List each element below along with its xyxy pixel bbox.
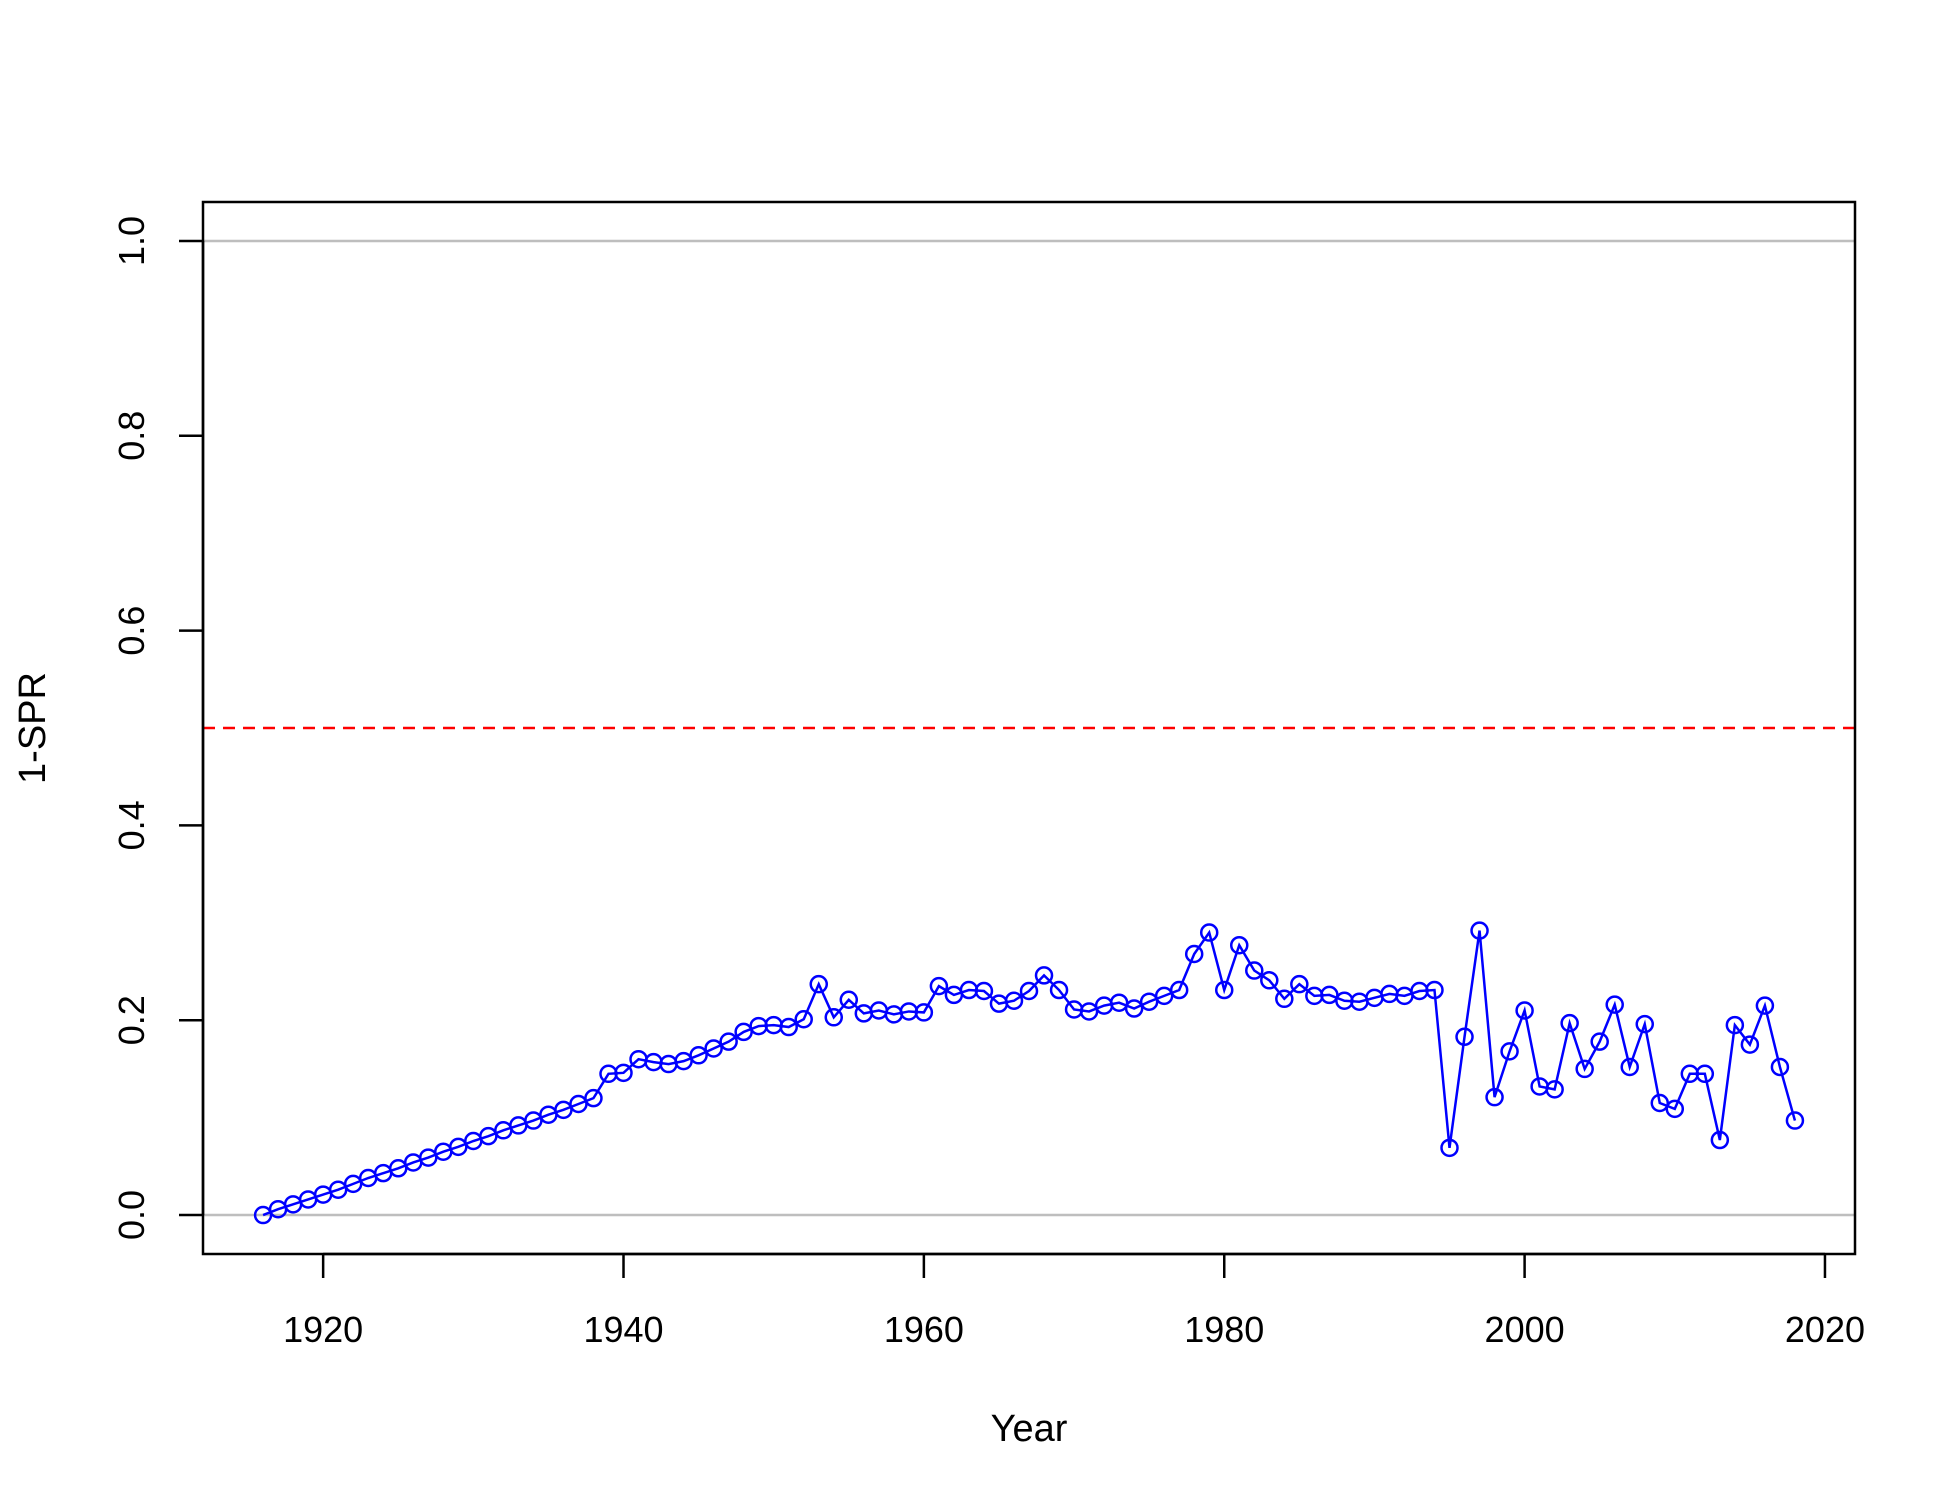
data-point-1946 [704,1039,723,1058]
data-point-2006 [1605,995,1624,1014]
x-axis-title: Year [991,1408,1068,1450]
x-tick-label-1940: 1940 [583,1309,663,1350]
y-tick-label-0: 0.0 [111,1190,152,1240]
data-point-1974 [1124,999,1144,1018]
y-axis: 0.0 0.2 0.4 0.6 0.8 1.0 [111,216,205,1240]
data-point-2002 [1545,1080,1564,1099]
data-point-1945 [689,1046,708,1065]
data-point-2010 [1665,1099,1685,1119]
data-point-1964 [974,981,994,1001]
data-point-1985 [1290,974,1309,994]
y-tick-label-2: 0.4 [111,800,152,850]
data-point-1952 [794,1010,813,1029]
data-point-1969 [1049,980,1069,1000]
x-tick-label-1980: 1980 [1184,1309,1264,1350]
data-point-2017 [1770,1057,1790,1077]
data-point-1967 [1019,981,1039,1001]
data-point-1978 [1184,944,1204,964]
data-point-1981 [1230,935,1249,955]
data-series [253,921,1805,1225]
x-tick-label-2020: 2020 [1785,1309,1865,1350]
reference-lines [203,239,1855,1217]
y-axis-title: 1-SPR [12,672,54,784]
data-point-1947 [719,1032,738,1051]
data-point-1955 [839,990,859,1010]
series-line-0 [262,929,1797,1217]
data-point-2016 [1755,996,1775,1015]
x-axis: 1920 1940 1960 1980 2000 2020 [283,1252,1865,1350]
data-point-1997 [1470,921,1489,940]
data-point-1996 [1455,1027,1474,1047]
data-point-2018 [1785,1111,1805,1130]
data-point-1979 [1199,923,1219,942]
data-point-2008 [1635,1014,1654,1034]
data-point-1954 [824,1008,844,1027]
data-point-1961 [929,976,949,996]
data-point-2000 [1515,1001,1534,1020]
data-point-1966 [1004,991,1024,1010]
data-point-1960 [914,1003,934,1022]
data-point-2015 [1740,1035,1760,1054]
data-point-1980 [1214,980,1234,1000]
y-tick-label-1: 0.2 [111,995,152,1045]
data-point-1999 [1500,1042,1519,1061]
data-point-2007 [1620,1057,1639,1077]
data-point-2013 [1710,1130,1730,1150]
x-tick-label-1960: 1960 [884,1309,964,1350]
data-point-2014 [1725,1015,1745,1035]
data-point-1977 [1169,980,1189,1000]
data-point-1982 [1245,961,1264,980]
data-point-2005 [1590,1032,1609,1051]
data-point-1968 [1034,966,1054,985]
data-point-1984 [1275,989,1294,1009]
data-point-1953 [809,974,828,994]
y-tick-label-4: 0.8 [111,411,152,461]
data-point-1998 [1485,1087,1504,1107]
x-tick-label-1920: 1920 [283,1309,363,1350]
data-point-2012 [1695,1064,1715,1084]
data-point-2003 [1560,1013,1579,1033]
data-point-2004 [1575,1059,1594,1079]
data-point-1995 [1440,1138,1459,1158]
data-point-1983 [1260,971,1279,990]
data-point-1994 [1425,980,1444,1000]
y-tick-label-3: 0.6 [111,606,152,656]
data-point-1940 [614,1063,633,1083]
y-tick-label-5: 1.0 [111,216,152,266]
x-tick-label-2000: 2000 [1485,1309,1565,1350]
data-point-1938 [584,1088,603,1108]
data-point-1951 [779,1017,798,1037]
